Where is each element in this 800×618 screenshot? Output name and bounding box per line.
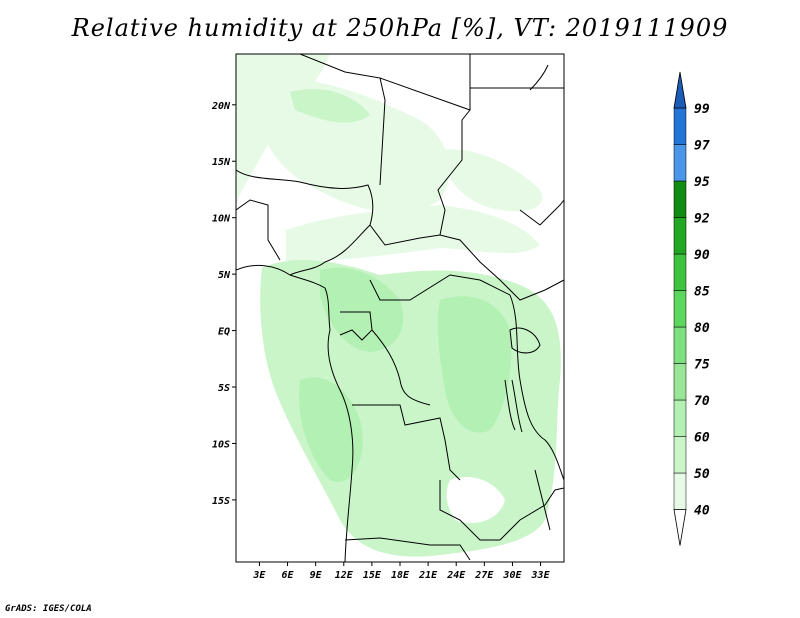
- humidity-area-nile: [440, 149, 543, 212]
- lat-tick-label-5: 5S: [218, 383, 230, 394]
- border-car: [369, 224, 564, 301]
- lon-tick-label-4: 15E: [363, 570, 382, 581]
- border-zambia-mozambique: [499, 487, 564, 541]
- humidity-area-angola: [299, 377, 363, 482]
- colorbar-segment-2: [673, 399, 687, 437]
- credit-label: GrADS: IGES/COLA: [5, 604, 92, 614]
- border-west-africa-coast: [236, 264, 331, 331]
- border-drc-angola: [352, 404, 461, 481]
- colorbar-segment-4: [673, 326, 687, 364]
- lon-tick-label-3: 12E: [335, 570, 354, 581]
- humidity-area-gap: [446, 476, 505, 524]
- border-sudan-ethiopia: [519, 199, 564, 226]
- colorbar-segment-5: [673, 290, 687, 328]
- lat-tick-label-3: 5N: [218, 270, 231, 281]
- map-title: Relative humidity at 250hPa [%], VT: 201…: [71, 14, 729, 42]
- border-chad-sudan: [437, 109, 471, 236]
- colorbar-label-1: 50: [694, 467, 710, 482]
- colorbar-segment-7: [673, 217, 687, 255]
- border-lake-malawi: [534, 469, 551, 531]
- humidity-area-congo-core: [320, 267, 404, 352]
- border-central-africa-coast: [327, 329, 354, 562]
- country-borders: [236, 54, 564, 562]
- humidity-area-central-band: [286, 205, 540, 262]
- border-niger-nigeria: [236, 169, 374, 226]
- lon-tick-label-7: 24E: [446, 570, 466, 581]
- colorbar-label-3: 70: [694, 394, 710, 409]
- border-car-drc: [369, 274, 511, 301]
- colorbar-segment-1: [673, 436, 687, 474]
- border-congo-drc: [371, 329, 431, 406]
- colorbar-label-7: 90: [694, 248, 710, 263]
- border-angola-zambia: [439, 480, 500, 541]
- colorbar-segment-8: [673, 180, 687, 218]
- lat-tick-label-6: 10S: [212, 439, 230, 450]
- colorbar-segment-0: [673, 472, 687, 510]
- colorbar-segment-10: [673, 107, 687, 145]
- latitude-axis: 20N 15N 10N 5N EQ 5S 10S 15S: [211, 101, 236, 507]
- colorbar-label-6: 85: [694, 285, 710, 300]
- colorbar-label-2: 60: [694, 431, 710, 446]
- humidity-area-sahel: [250, 78, 450, 213]
- lon-tick-label-9: 30E: [502, 570, 522, 581]
- colorbar-segment-9: [673, 144, 687, 182]
- lat-tick-label-2: 10N: [212, 214, 231, 225]
- lat-tick-label-0: 20N: [211, 101, 231, 112]
- humidity-area-east-lakes: [437, 296, 512, 433]
- lon-tick-label-2: 9E: [310, 570, 323, 581]
- lat-tick-label-4: EQ: [218, 327, 230, 338]
- border-algeria-niger: [236, 54, 386, 186]
- lon-tick-label-10: 33E: [531, 570, 551, 581]
- lon-tick-label-5: 18E: [391, 570, 410, 581]
- colorbar-segment-3: [673, 363, 687, 401]
- lat-tick-label-7: 15S: [212, 496, 230, 507]
- colorbar: 40 50 60 70 75 80 85 90 92 95 97 99: [673, 71, 710, 546]
- colorbar-label-9: 95: [694, 175, 710, 190]
- colorbar-label-0: 40: [694, 504, 710, 519]
- colorbar-bottom-arrow: [673, 509, 687, 546]
- lat-tick-label-1: 15N: [212, 157, 231, 168]
- colorbar-label-4: 75: [694, 358, 710, 373]
- colorbar-label-11: 99: [694, 102, 710, 117]
- humidity-contours: [236, 54, 561, 557]
- colorbar-label-8: 92: [694, 212, 710, 227]
- border-north-coast: [529, 64, 549, 91]
- lon-tick-label-6: 21E: [418, 570, 438, 581]
- border-libya-sudan: [379, 54, 471, 111]
- lon-tick-label-8: 27E: [474, 570, 494, 581]
- colorbar-top-arrow: [673, 71, 687, 109]
- border-nigeria-cameroon: [289, 224, 371, 276]
- border-guinea-coast: [236, 199, 281, 261]
- border-lake-victoria: [509, 327, 541, 354]
- colorbar-label-5: 80: [694, 321, 710, 336]
- lon-tick-label-1: 6E: [282, 570, 295, 581]
- border-namibia: [344, 537, 471, 561]
- longitude-axis: 3E 6E 9E 12E 15E 18E 21E 24E 27E 30E 33E: [252, 562, 551, 581]
- border-cameroon-gabon: [339, 311, 373, 341]
- border-lake-tanganyika: [504, 379, 523, 433]
- humidity-area-north-band: [290, 89, 370, 123]
- border-east-africa: [509, 294, 564, 481]
- colorbar-label-10: 97: [694, 139, 710, 154]
- lon-tick-label-0: 3E: [252, 570, 266, 581]
- colorbar-segment-6: [673, 253, 687, 291]
